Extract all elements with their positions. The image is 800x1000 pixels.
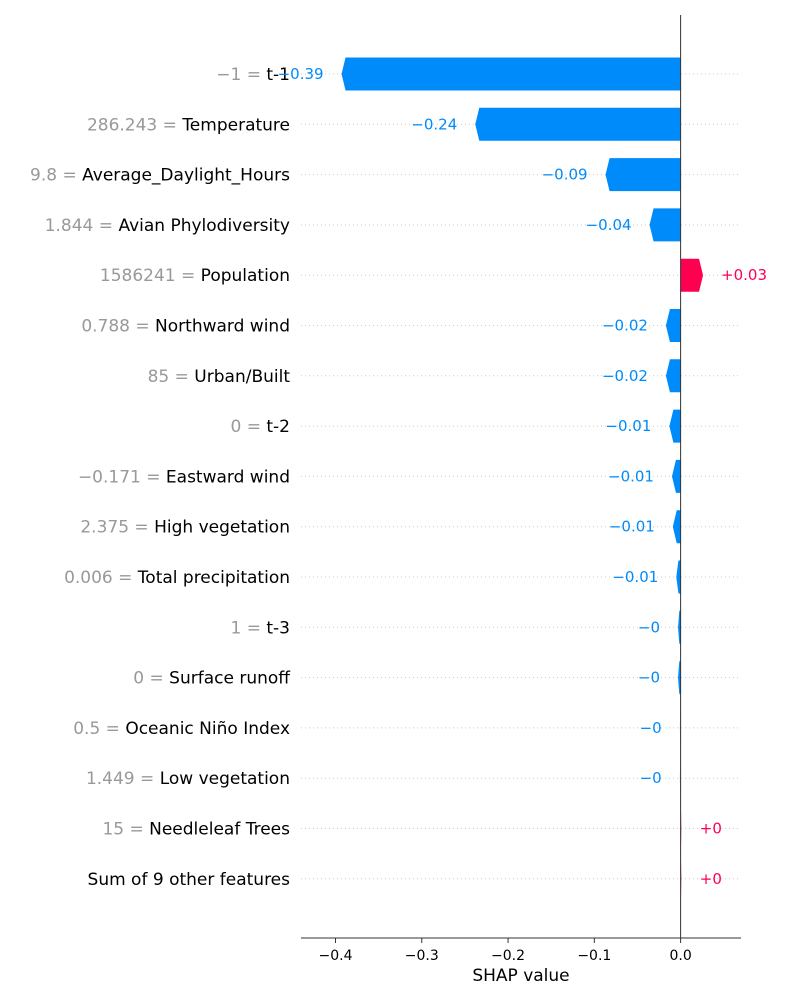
bar-northward-wind [665,309,681,342]
feature-value: 15 = [102,820,149,840]
feature-labels: −1 = t-1 286.243 = Temperature 9.8 = Avera… [30,65,291,890]
feature-value: 0 = [133,669,169,689]
feature-value: 1 = [231,618,267,638]
value-label: −0.01 [608,467,654,485]
feature-value: 0 = [231,417,267,437]
feature-name: t-1 [266,65,290,85]
bar-urban-built [665,359,681,393]
value-label: −0.02 [602,317,648,335]
value-label: +0.03 [721,266,767,284]
bar-eastward-wind [671,459,681,493]
feature-name: High vegetation [154,518,290,538]
bar-t-3 [678,610,681,644]
value-label: −0 [640,769,662,787]
bar-high-vegetation [672,510,681,544]
bar-temperature [475,107,681,141]
bar-avian-phylodiversity [649,208,681,242]
feature-name: Avian Phylodiversity [118,216,290,236]
feature-value: 1.449 = [86,769,160,789]
value-label: −0 [640,719,662,737]
value-label: −0.39 [278,65,324,83]
value-label: −0.01 [609,518,655,536]
feature-label: 1.844 = Avian Phylodiversity [45,216,290,236]
value-label: +0 [700,870,722,888]
x-tick-label: 0.0 [669,948,691,964]
feature-label: 1.449 = Low vegetation [86,769,290,789]
feature-label: 0.788 = Northward wind [81,317,290,337]
value-label: −0.01 [605,417,651,435]
feature-name: Low vegetation [160,769,290,789]
feature-label: 0 = t-2 [231,417,291,437]
x-tick-label: −0.2 [491,948,525,964]
value-label: −0 [638,669,660,687]
feature-value: 1586241 = [100,266,201,286]
feature-label: 85 = Urban/Built [148,367,291,387]
bar-population [680,258,704,292]
feature-name: Oceanic Niño Index [125,719,290,739]
feature-value: 9.8 = [30,166,82,186]
feature-value: 85 = [148,367,195,387]
feature-label: Sum of 9 other features [88,870,291,890]
feature-name: Needleleaf Trees [149,820,290,840]
feature-name: Northward wind [155,317,290,337]
feature-label: 286.243 = Temperature [87,115,290,135]
feature-value: 1.844 = [45,216,119,236]
feature-name: Average_Daylight_Hours [82,166,290,186]
value-label: −0.01 [612,568,658,586]
feature-value: 0.006 = [64,568,138,588]
feature-name: Total precipitation [137,568,290,588]
feature-name: Eastward wind [166,467,290,487]
feature-name: t-2 [266,417,290,437]
feature-label: 0 = Surface runoff [133,669,291,689]
feature-value: −0.171 = [78,467,166,487]
feature-name: t-3 [266,618,290,638]
feature-label: 2.375 = High vegetation [80,518,290,538]
value-labels: −0.39 −0.24 −0.09 −0.04 +0.03 −0.02 −0.02 −0.01… [278,65,767,888]
feature-value: −1 = [216,65,266,85]
value-label: −0.24 [411,115,457,133]
bar-average-daylight-hours [605,158,681,192]
feature-label: 0.5 = Oceanic Niño Index [73,719,290,739]
feature-label: −0.171 = Eastward wind [78,467,290,487]
value-label: −0.09 [542,166,588,184]
x-axis: −0.4 −0.3 −0.2 −0.1 0.0 [301,937,741,964]
bar-surface-runoff [678,661,681,695]
feature-name: Surface runoff [169,669,291,689]
feature-name: Temperature [181,115,290,135]
feature-name: Sum of 9 other features [88,870,291,890]
x-tick-label: −0.3 [405,948,439,964]
feature-label: 1 = t-3 [231,618,291,638]
feature-label: 9.8 = Average_Daylight_Hours [30,166,290,186]
x-tick-label: −0.1 [577,948,611,964]
value-label: −0.04 [586,216,632,234]
bar-total-precipitation [676,560,681,594]
feature-value: 0.5 = [73,719,125,739]
feature-label: −1 = t-1 [216,65,290,85]
feature-label: 15 = Needleleaf Trees [102,820,290,840]
bar-t-1 [341,57,681,91]
value-label: −0.02 [602,367,648,385]
feature-name: Urban/Built [194,367,290,387]
bars [341,57,704,896]
value-label: +0 [700,820,722,838]
feature-label: 0.006 = Total precipitation [64,568,290,588]
row-guides [301,73,741,880]
bar-t-2 [669,409,681,443]
x-axis-title: SHAP value [472,966,569,986]
x-tick-label: −0.4 [319,948,353,964]
feature-value: 2.375 = [80,518,154,538]
value-label: −0 [638,618,660,636]
feature-label: 1586241 = Population [100,266,290,286]
feature-value: 0.788 = [81,317,155,337]
feature-value: 286.243 = [87,115,182,135]
feature-name: Population [201,266,290,286]
